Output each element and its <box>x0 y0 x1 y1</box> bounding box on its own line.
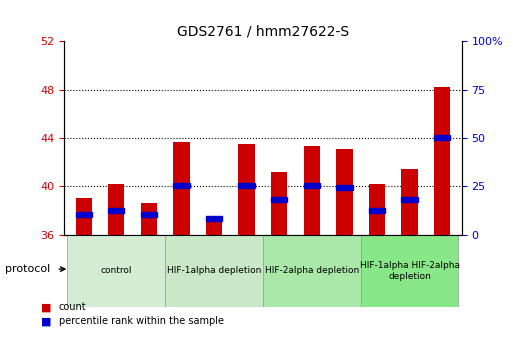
Bar <box>173 141 190 235</box>
Bar <box>141 203 157 235</box>
Bar <box>434 87 450 235</box>
Bar <box>271 197 287 201</box>
Bar <box>361 235 459 307</box>
Bar <box>304 146 320 235</box>
Bar <box>75 198 92 235</box>
Text: HIF-1alpha depletion: HIF-1alpha depletion <box>167 266 261 275</box>
Bar <box>165 235 263 307</box>
Bar <box>369 208 385 213</box>
Bar <box>271 172 287 235</box>
Bar <box>141 212 157 217</box>
Text: protocol: protocol <box>5 264 50 274</box>
Bar <box>75 212 92 217</box>
Bar <box>67 235 165 307</box>
Bar <box>336 149 352 235</box>
Bar <box>434 135 450 140</box>
Bar <box>369 184 385 235</box>
Bar <box>108 184 125 235</box>
Text: count: count <box>59 303 87 313</box>
Text: control: control <box>101 266 132 275</box>
Bar <box>304 183 320 188</box>
Title: GDS2761 / hmm27622-S: GDS2761 / hmm27622-S <box>177 25 349 39</box>
Bar <box>206 216 222 221</box>
Bar <box>173 183 190 188</box>
Bar <box>401 169 418 235</box>
Bar <box>401 197 418 201</box>
Bar <box>336 185 352 190</box>
Bar <box>206 219 222 235</box>
Bar <box>239 144 255 235</box>
Text: ■: ■ <box>41 303 51 313</box>
Text: percentile rank within the sample: percentile rank within the sample <box>59 316 224 326</box>
Text: HIF-1alpha HIF-2alpha
depletion: HIF-1alpha HIF-2alpha depletion <box>360 261 460 280</box>
Bar <box>263 235 361 307</box>
Bar <box>108 208 125 213</box>
Text: ■: ■ <box>41 316 51 326</box>
Bar <box>239 183 255 188</box>
Text: HIF-2alpha depletion: HIF-2alpha depletion <box>265 266 359 275</box>
